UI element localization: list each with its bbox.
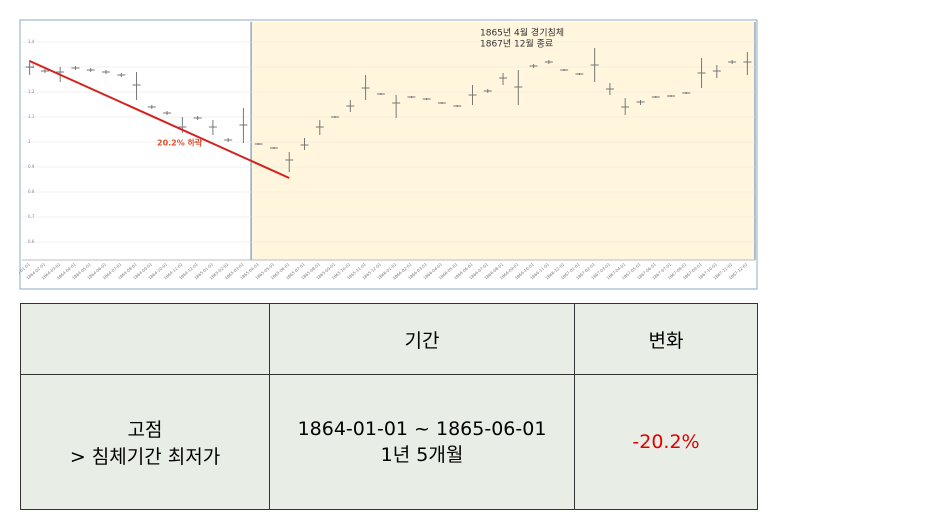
y-tick-label: 0.6 bbox=[28, 239, 35, 244]
shade-note: 1867년 12월 종료 bbox=[480, 38, 553, 50]
shade-note: 1865년 4월 경기침체 bbox=[480, 27, 564, 39]
shade-region bbox=[251, 22, 755, 260]
chart: 0.60.70.80.911.11.21.31.41864-01-011864-… bbox=[19, 19, 758, 290]
y-tick-label: 0.9 bbox=[28, 164, 35, 169]
y-tick-label: 1 bbox=[28, 139, 31, 144]
label-line: 고점 bbox=[127, 419, 163, 442]
trend-line bbox=[29, 60, 290, 179]
y-tick-label: 1.2 bbox=[28, 89, 35, 94]
label-line: > 침체기간 최저가 bbox=[69, 446, 221, 469]
y-tick-label: 1.4 bbox=[28, 39, 35, 44]
label-cell: 고점 > 침체기간 최저가 bbox=[20, 374, 270, 510]
y-tick-label: 0.7 bbox=[28, 214, 35, 219]
summary-table: 기간 변화 고점 > 침체기간 최저가 1864-01-01 ~ 1865-06-… bbox=[20, 302, 758, 510]
corner-cell bbox=[20, 302, 270, 376]
period-line: 1년 5개월 bbox=[380, 443, 464, 466]
header-cell: 기간 bbox=[269, 302, 575, 376]
period-cell: 1864-01-01 ~ 1865-06-01 1년 5개월 bbox=[269, 374, 575, 510]
trend-label: 20.2% 하락 bbox=[157, 138, 203, 148]
period-line: 1864-01-01 ~ 1865-06-01 bbox=[297, 417, 547, 440]
data-row: 고점 > 침체기간 최저가 1864-01-01 ~ 1865-06-01 1년 5… bbox=[20, 374, 758, 510]
header-cell: 변화 bbox=[574, 302, 758, 376]
change-cell: -20.2% bbox=[574, 374, 758, 510]
y-tick-label: 1.1 bbox=[28, 114, 35, 119]
header-row: 기간 변화 bbox=[20, 302, 758, 376]
y-tick-label: 0.8 bbox=[28, 189, 35, 194]
